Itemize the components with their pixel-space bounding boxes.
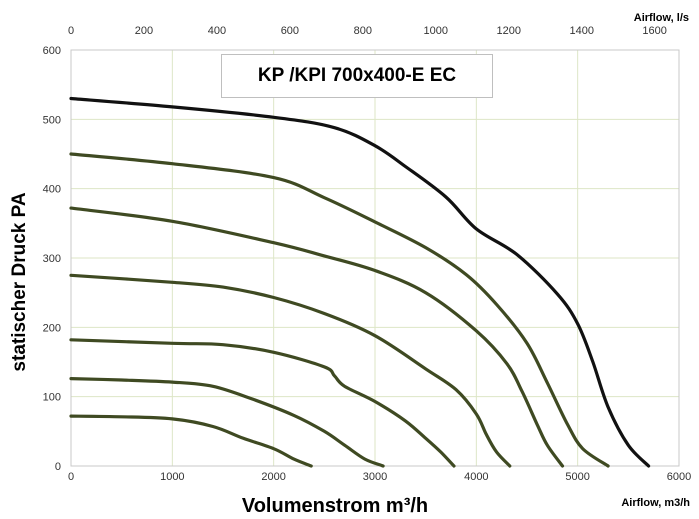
y-tick-label: 600 (43, 45, 61, 57)
x-tick-label: 1000 (160, 471, 184, 483)
grid-lines (70, 49, 680, 467)
fan-curve-6 (69, 377, 385, 468)
plot-area (70, 49, 680, 467)
y-tick-label: 300 (43, 253, 61, 265)
fan-curve-7 (69, 414, 313, 468)
fan-curve-1 (69, 96, 651, 468)
x-tick-label: 5000 (565, 471, 589, 483)
x-axis-title: Volumenstrom m³/h (242, 495, 428, 517)
top-tick-label: 600 (281, 25, 299, 37)
y-tick-label: 400 (43, 184, 61, 196)
x-tick-label: 3000 (363, 471, 387, 483)
y-tick-label: 100 (43, 392, 61, 404)
fan-curve-4 (69, 273, 512, 468)
x-tick-label: 4000 (464, 471, 488, 483)
y-tick-label: 200 (43, 322, 61, 334)
top-axis-ticks: 0 200 400 600 800 1000 1200 1400 1600 (68, 25, 667, 37)
top-tick-label: 800 (354, 25, 372, 37)
top-tick-label: 1400 (569, 25, 593, 37)
curve-group (69, 96, 651, 468)
x-tick-label: 0 (68, 471, 74, 483)
y-tick-label: 500 (43, 114, 61, 126)
x-axis-ticks: 0 1000 2000 3000 4000 5000 6000 (68, 471, 691, 483)
top-tick-label: 0 (68, 25, 74, 37)
fan-curve-5 (69, 338, 456, 468)
chart-title-box: KP /KPI 700x400-E EC (221, 54, 493, 98)
fan-curve-2 (69, 152, 610, 468)
fan-curve-3 (69, 206, 565, 468)
top-axis-title: Airflow, l/s (634, 12, 689, 24)
x-axis-unit-label: Airflow, m3/h (621, 497, 690, 509)
x-tick-label: 6000 (667, 471, 691, 483)
y-axis-ticks: 0 100 200 300 400 500 600 (43, 45, 61, 473)
x-tick-label: 2000 (261, 471, 285, 483)
top-tick-label: 1200 (497, 25, 521, 37)
top-tick-label: 400 (208, 25, 226, 37)
top-tick-label: 200 (135, 25, 153, 37)
y-axis-title: statischer Druck PA (9, 192, 30, 371)
chart-title: KP /KPI 700x400-E EC (257, 65, 457, 86)
top-tick-label: 1600 (642, 25, 666, 37)
y-tick-label: 0 (55, 461, 61, 473)
top-tick-label: 1000 (424, 25, 448, 37)
